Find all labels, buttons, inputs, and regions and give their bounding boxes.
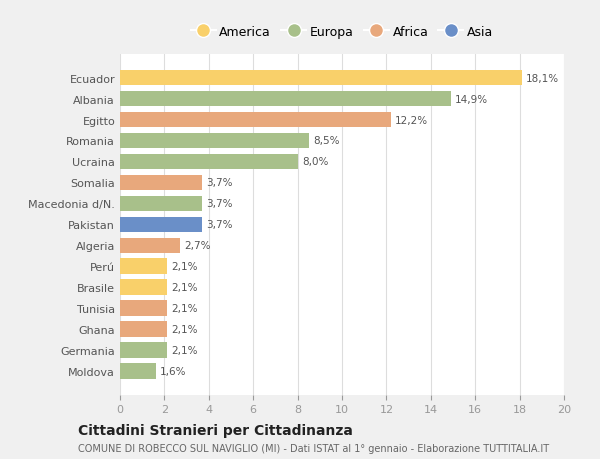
- Text: 1,6%: 1,6%: [160, 366, 187, 376]
- Text: Cittadini Stranieri per Cittadinanza: Cittadini Stranieri per Cittadinanza: [78, 423, 353, 437]
- Text: 12,2%: 12,2%: [395, 115, 428, 125]
- Bar: [120, 322, 167, 337]
- Bar: [120, 154, 298, 170]
- Bar: [120, 71, 522, 86]
- Bar: [120, 196, 202, 212]
- Bar: [120, 238, 180, 254]
- Text: 2,1%: 2,1%: [171, 346, 197, 356]
- Text: 2,1%: 2,1%: [171, 325, 197, 335]
- Bar: [120, 343, 167, 358]
- Text: 2,1%: 2,1%: [171, 283, 197, 293]
- Text: 3,7%: 3,7%: [206, 178, 233, 188]
- Text: 8,5%: 8,5%: [313, 136, 340, 146]
- Bar: [120, 364, 155, 379]
- Text: 2,1%: 2,1%: [171, 304, 197, 313]
- Bar: [120, 280, 167, 296]
- Text: 3,7%: 3,7%: [206, 199, 233, 209]
- Text: 2,1%: 2,1%: [171, 262, 197, 272]
- Bar: [120, 301, 167, 317]
- Bar: [120, 112, 391, 128]
- Bar: [120, 91, 451, 107]
- Text: 18,1%: 18,1%: [526, 73, 559, 84]
- Bar: [120, 133, 309, 149]
- Bar: [120, 259, 167, 274]
- Text: 14,9%: 14,9%: [455, 94, 488, 104]
- Legend: America, Europa, Africa, Asia: America, Europa, Africa, Asia: [185, 21, 499, 44]
- Bar: [120, 175, 202, 191]
- Text: 2,7%: 2,7%: [184, 241, 211, 251]
- Text: 3,7%: 3,7%: [206, 220, 233, 230]
- Bar: [120, 217, 202, 233]
- Text: 8,0%: 8,0%: [302, 157, 328, 167]
- Text: COMUNE DI ROBECCO SUL NAVIGLIO (MI) - Dati ISTAT al 1° gennaio - Elaborazione TU: COMUNE DI ROBECCO SUL NAVIGLIO (MI) - Da…: [78, 443, 549, 453]
